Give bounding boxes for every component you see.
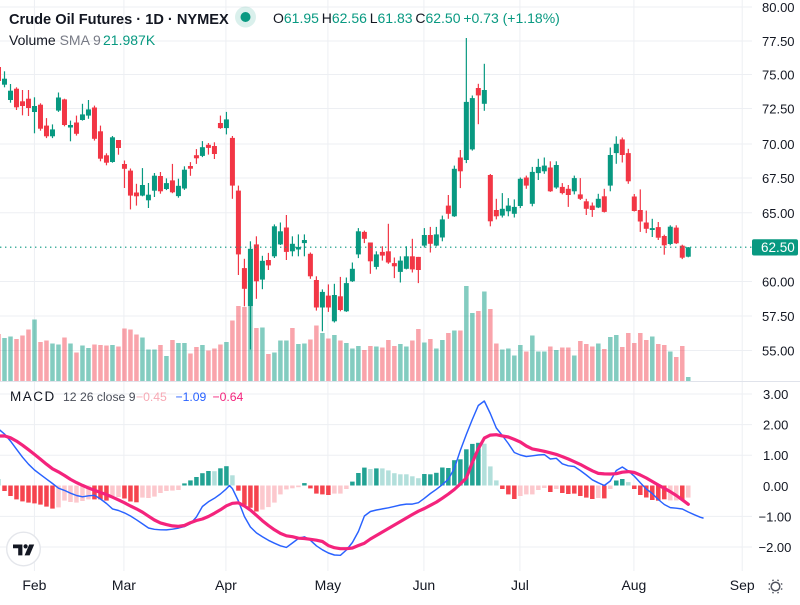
svg-text:80.00: 80.00 <box>762 0 795 15</box>
svg-text:75.00: 75.00 <box>762 68 795 83</box>
svg-text:Jul: Jul <box>511 577 529 593</box>
svg-text:Crude Oil Futures · 1D · NYMEX: Crude Oil Futures · 1D · NYMEX <box>9 12 229 28</box>
svg-text:3.00: 3.00 <box>763 387 788 402</box>
svg-text:65.00: 65.00 <box>762 206 795 221</box>
svg-text:62.50: 62.50 <box>761 240 795 255</box>
svg-text:Sep: Sep <box>730 577 755 593</box>
svg-text:57.50: 57.50 <box>762 309 795 324</box>
svg-text:−1.09: −1.09 <box>176 390 207 404</box>
svg-text:0.00: 0.00 <box>763 479 788 494</box>
svg-text:Jun: Jun <box>413 577 436 593</box>
svg-text:Apr: Apr <box>215 577 237 593</box>
svg-text:55.00: 55.00 <box>762 344 795 359</box>
svg-text:70.00: 70.00 <box>762 137 795 152</box>
svg-text:Mar: Mar <box>112 577 136 593</box>
svg-text:21.987K: 21.987K <box>103 32 156 48</box>
svg-text:12 26 close 9: 12 26 close 9 <box>63 390 136 404</box>
svg-text:2.00: 2.00 <box>763 418 788 433</box>
svg-text:−1.00: −1.00 <box>759 509 792 524</box>
svg-text:Feb: Feb <box>22 577 46 593</box>
svg-text:1.00: 1.00 <box>763 448 788 463</box>
svg-text:O61.95 H62.56 L61.83 C62.50 +0: O61.95 H62.56 L61.83 C62.50 +0.73 (+1.18… <box>273 10 560 26</box>
svg-text:May: May <box>315 577 341 593</box>
svg-text:67.50: 67.50 <box>762 171 795 186</box>
svg-text:−0.45: −0.45 <box>136 390 167 404</box>
svg-text:Volume SMA 9: Volume SMA 9 <box>9 32 101 48</box>
svg-text:MACD: MACD <box>10 389 56 404</box>
svg-text:77.50: 77.50 <box>762 34 795 49</box>
svg-text:−2.00: −2.00 <box>759 540 792 555</box>
svg-text:72.50: 72.50 <box>762 102 795 117</box>
svg-text:−0.64: −0.64 <box>213 390 244 404</box>
svg-text:60.00: 60.00 <box>762 275 795 290</box>
svg-text:Aug: Aug <box>621 577 646 593</box>
